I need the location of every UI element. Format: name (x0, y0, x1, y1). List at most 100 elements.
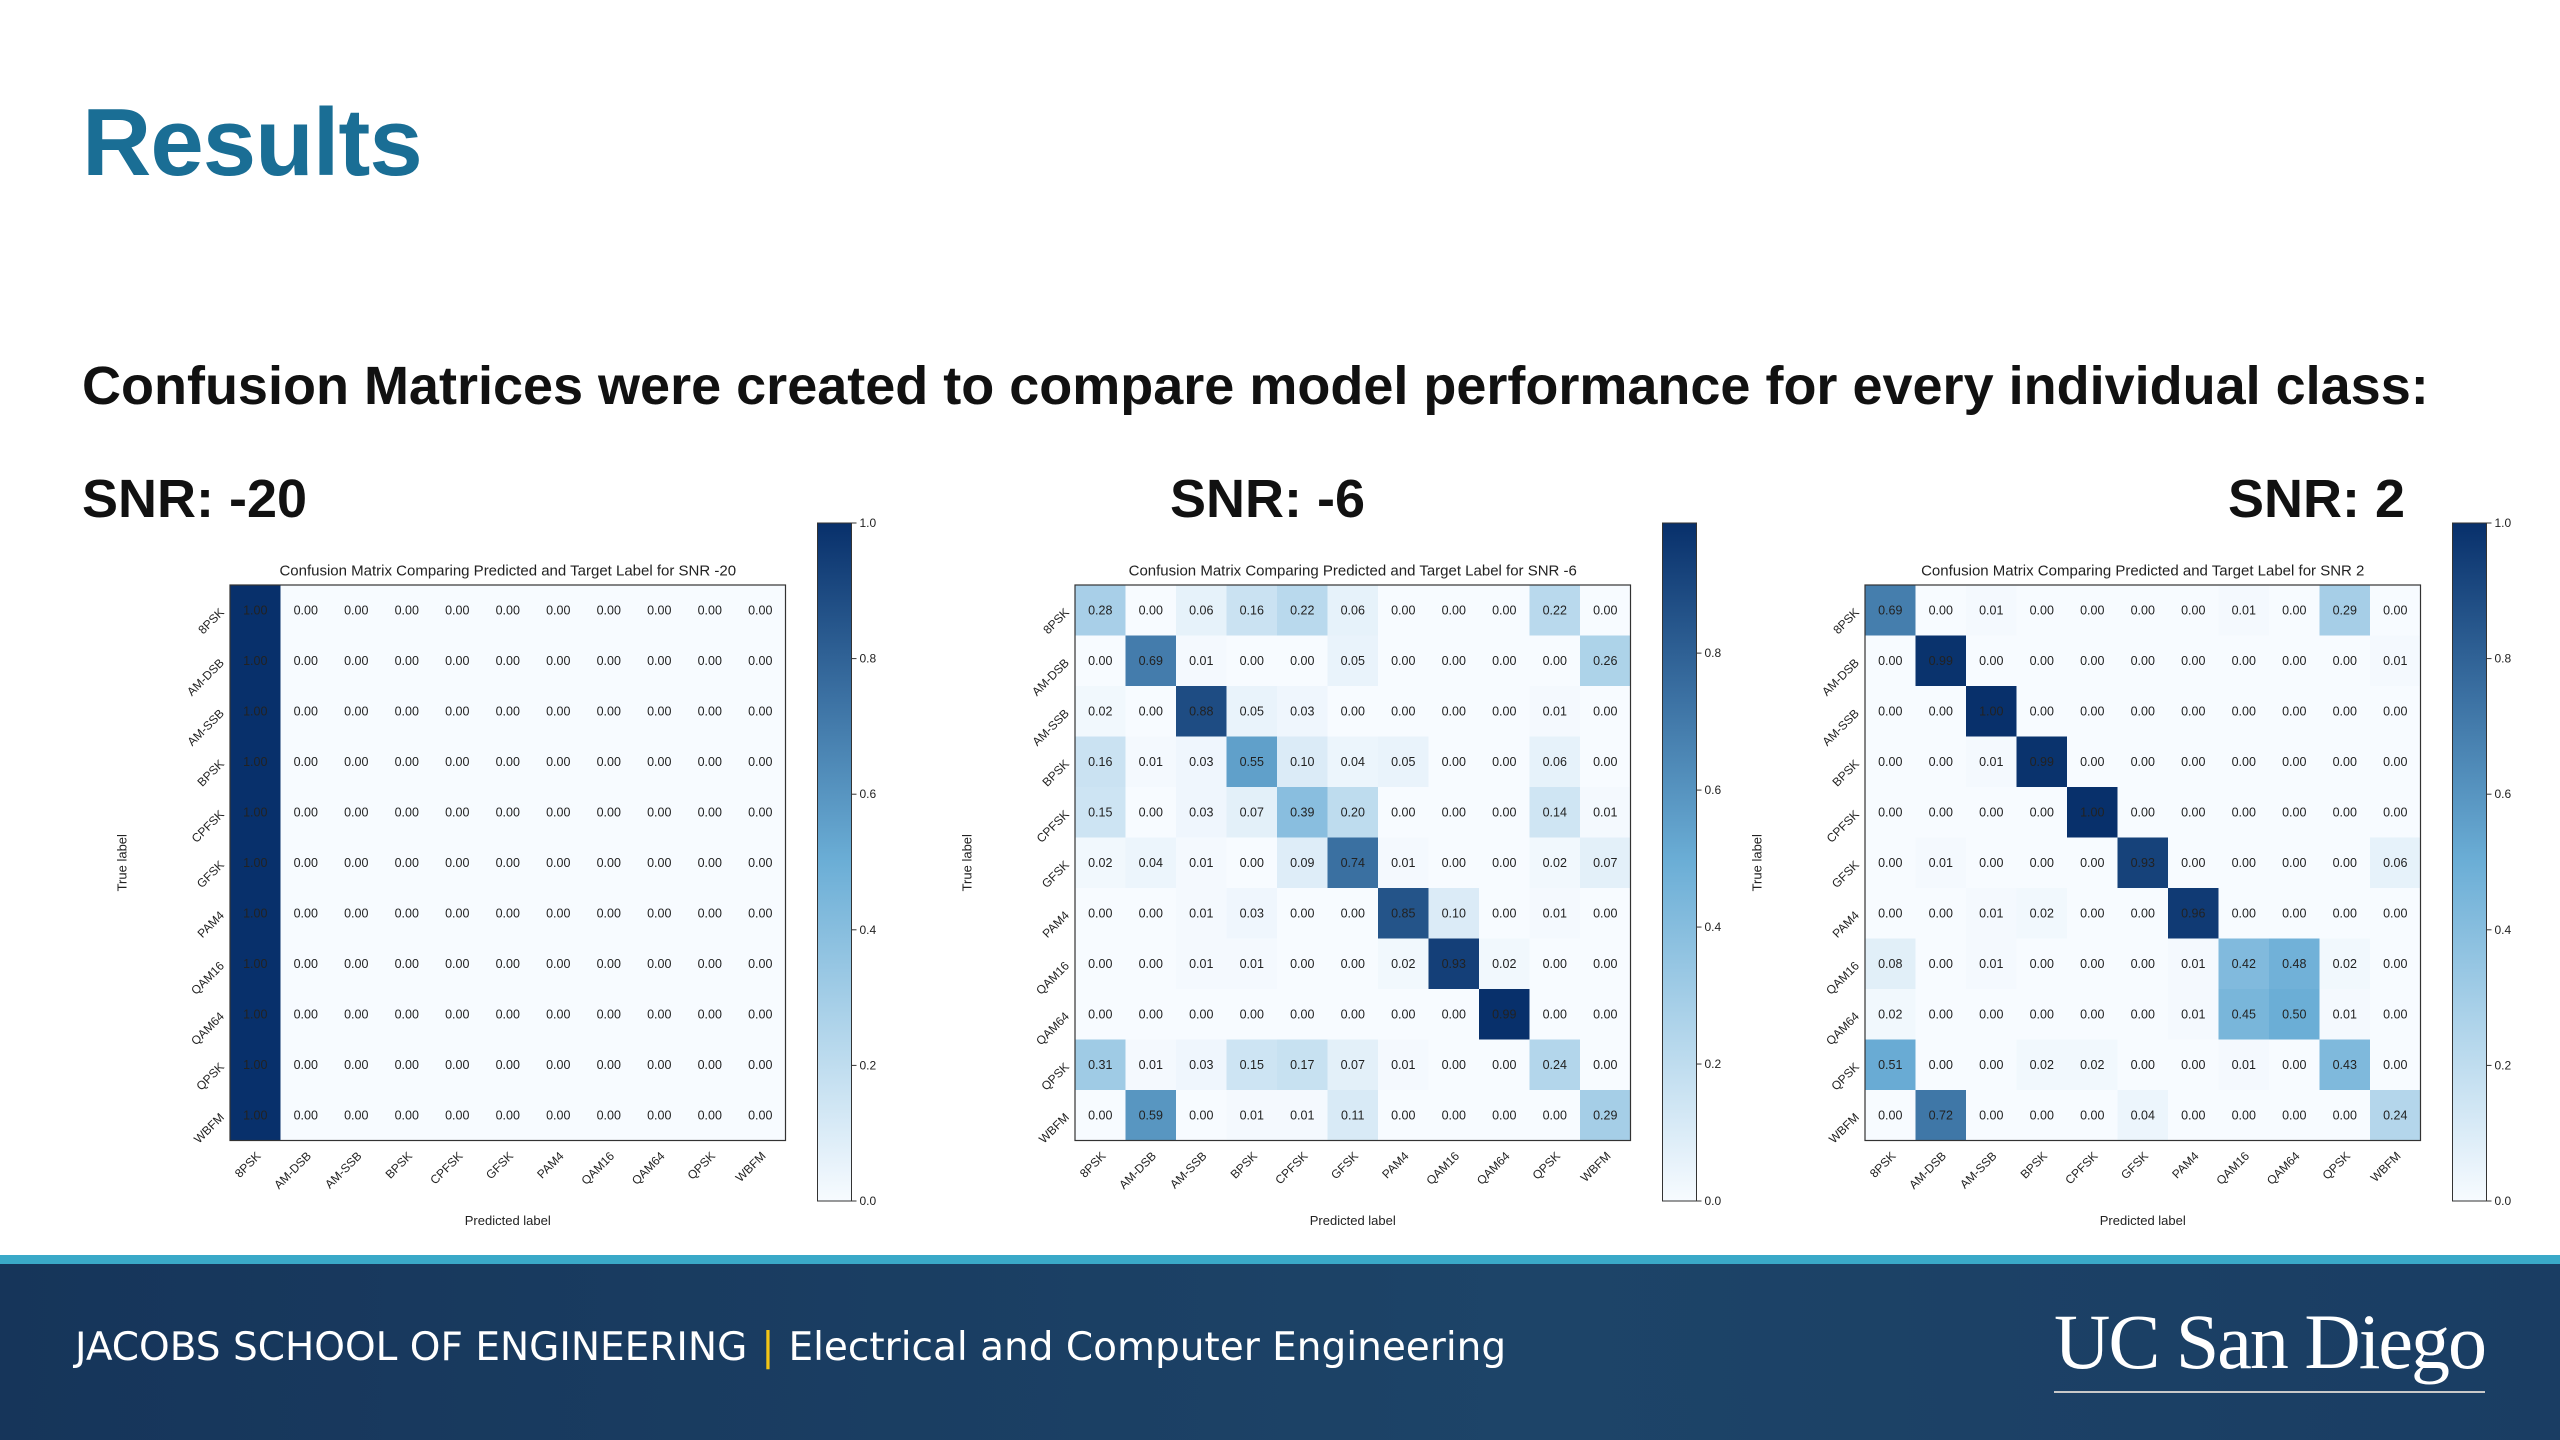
matrix-cell (2067, 635, 2118, 687)
cell-value: 0.00 (1341, 957, 1365, 971)
matrix-cell (1966, 1090, 2017, 1141)
matrix-cell (1966, 989, 2017, 1040)
cell-value: 0.00 (2080, 856, 2104, 870)
matrix-cell (1226, 1090, 1278, 1141)
matrix-cell (1176, 989, 1227, 1040)
cell-value: 0.88 (1189, 704, 1213, 718)
matrix-cell (533, 736, 584, 788)
matrix-cell (230, 635, 281, 687)
cell-value: 0.00 (748, 1007, 772, 1021)
matrix-cell (1075, 686, 1126, 737)
cell-value: 0.16 (1088, 755, 1112, 769)
cell-value: 0.00 (1543, 1108, 1567, 1122)
cell-value: 0.00 (2131, 704, 2155, 718)
cell-value: 0.29 (2333, 603, 2357, 617)
confusion-matrix-snr-minus-20: Confusion Matrix Comparing Predicted and… (115, 516, 877, 1228)
y-tick-label: AM-SSB (1030, 706, 1072, 748)
cell-value: 0.05 (1240, 704, 1264, 718)
cell-value: 0.72 (1929, 1108, 1953, 1122)
cell-value: 0.00 (1878, 755, 1902, 769)
cell-value: 0.00 (395, 603, 419, 617)
x-tick-label: GFSK (2118, 1149, 2151, 1182)
matrix-cell (1529, 938, 1581, 990)
cell-value: 0.00 (1240, 654, 1264, 668)
cell-value: 0.00 (1290, 654, 1314, 668)
matrix-cell (2168, 787, 2219, 838)
cell-value: 0.00 (1088, 1007, 1112, 1021)
cell-value: 0.00 (2030, 654, 2054, 668)
cell-value: 0.00 (1442, 1058, 1466, 1072)
y-tick-label: QAM64 (188, 1009, 227, 1048)
matrix-cell (1529, 736, 1581, 788)
cell-value: 0.00 (2383, 957, 2407, 971)
cell-value: 0.00 (546, 856, 570, 870)
matrix-cell (1075, 635, 1126, 687)
matrix-cell (331, 989, 382, 1040)
cell-value: 0.00 (1442, 856, 1466, 870)
matrix-cell (280, 585, 332, 636)
x-tick-label: QPSK (685, 1149, 718, 1182)
matrix-cell (381, 1090, 433, 1141)
matrix-cell (2370, 635, 2421, 687)
cell-value: 0.00 (546, 704, 570, 718)
cell-value: 0.00 (344, 805, 368, 819)
cell-value: 0.00 (1088, 1108, 1112, 1122)
cell-value: 0.01 (2181, 957, 2205, 971)
cell-value: 0.00 (1593, 603, 1617, 617)
matrix-cell (1125, 837, 1177, 889)
matrix-cell (2319, 989, 2371, 1040)
colorbar-tick-label: 0.6 (1705, 783, 1722, 797)
matrix-cell (1075, 888, 1126, 939)
cell-value: 0.00 (445, 1108, 469, 1122)
colorbar-tick-label: 0.0 (2495, 1194, 2512, 1208)
cell-value: 0.01 (1979, 755, 2003, 769)
cell-value: 0.00 (1442, 654, 1466, 668)
cell-value: 0.00 (546, 957, 570, 971)
cell-value: 0.06 (2383, 856, 2407, 870)
matrix-cell (432, 938, 483, 990)
cell-value: 0.06 (1189, 603, 1213, 617)
cell-value: 0.01 (1290, 1108, 1314, 1122)
cell-value: 0.00 (1878, 704, 1902, 718)
x-tick-label: PAM4 (534, 1149, 567, 1182)
matrix-cell (684, 787, 736, 838)
matrix-cell (1479, 938, 1530, 990)
matrix-cell (634, 1090, 685, 1141)
matrix-cell (2370, 736, 2421, 788)
matrix-cell (735, 989, 786, 1040)
matrix-cell (331, 585, 382, 636)
slide-title: Results (82, 89, 423, 196)
cell-value: 1.00 (243, 654, 267, 668)
cell-value: 0.02 (1088, 856, 1112, 870)
matrix-cell (1176, 888, 1227, 939)
colorbar-tick-label: 0.0 (1705, 1194, 1722, 1208)
cell-value: 0.00 (1878, 906, 1902, 920)
matrix-cell (1277, 686, 1328, 737)
cell-value: 0.01 (1240, 1108, 1264, 1122)
matrix-cell (2269, 686, 2320, 737)
cell-value: 0.00 (597, 906, 621, 920)
matrix-cell (1915, 888, 1967, 939)
x-tick-label: QAM64 (1474, 1149, 1513, 1188)
cell-value: 0.00 (1189, 1108, 1213, 1122)
cell-value: 0.00 (1391, 805, 1415, 819)
colorbar (1662, 522, 1697, 1202)
cell-value: 0.00 (2232, 906, 2256, 920)
matrix-cell (1125, 787, 1177, 838)
cell-value: 0.02 (1088, 704, 1112, 718)
matrix-cell (1277, 635, 1328, 687)
matrix-cell (1580, 686, 1631, 737)
matrix-cell (331, 787, 382, 838)
matrix-cell (1226, 989, 1278, 1040)
matrix-cell (1915, 989, 1967, 1040)
matrix-cell (2370, 1039, 2421, 1091)
cell-value: 0.16 (1240, 603, 1264, 617)
matrix-cell (1428, 938, 1480, 990)
y-tick-label: QPSK (193, 1060, 226, 1093)
cell-value: 0.00 (546, 755, 570, 769)
matrix-cell (583, 1090, 635, 1141)
matrix-cell (634, 989, 685, 1040)
snr-label-minus-6: SNR: -6 (1170, 469, 1366, 529)
matrix-cell (482, 686, 534, 737)
cell-value: 0.00 (2232, 704, 2256, 718)
